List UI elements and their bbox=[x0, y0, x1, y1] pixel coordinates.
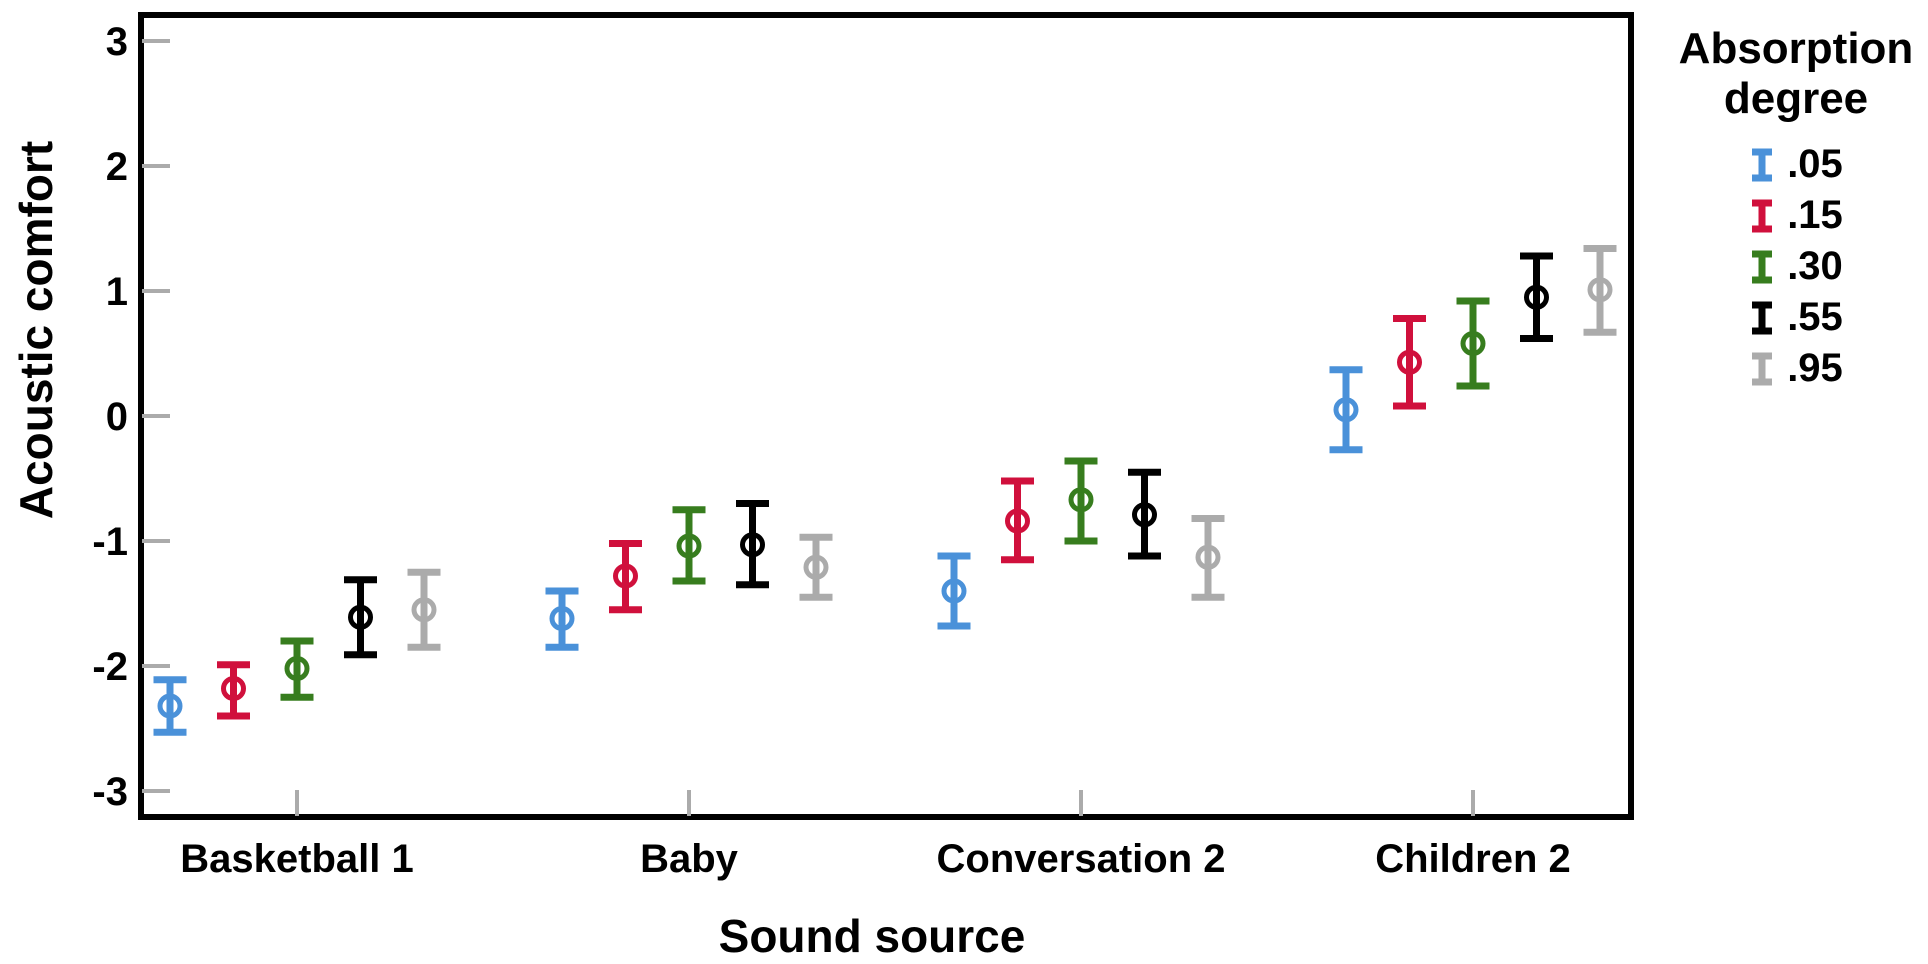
mean-marker bbox=[411, 597, 437, 623]
mean-marker bbox=[941, 578, 967, 604]
legend-title: Absorption degree bbox=[1678, 24, 1914, 123]
legend-item-05: .05 bbox=[1664, 139, 1928, 190]
mean-marker bbox=[1195, 544, 1221, 570]
x-category-label: Conversation 2 bbox=[937, 837, 1226, 881]
legend-items: .05 .15 .30 .55 .95 bbox=[1664, 139, 1928, 394]
y-tick-label: 1 bbox=[106, 270, 128, 314]
mean-marker bbox=[803, 554, 829, 580]
errorbar-.15-Baby bbox=[609, 540, 642, 614]
mean-marker bbox=[1068, 487, 1094, 513]
mean-marker bbox=[613, 563, 638, 589]
legend-item-label: .30 bbox=[1787, 244, 1843, 289]
x-category-label: Basketball 1 bbox=[180, 837, 413, 881]
mean-marker bbox=[221, 676, 246, 701]
errorbar-.95-Children 2 bbox=[1583, 245, 1617, 336]
legend-item-95: .95 bbox=[1664, 343, 1928, 394]
errorbar-.30-Baby bbox=[672, 506, 706, 585]
legend-item-label: .95 bbox=[1787, 346, 1843, 391]
errorbar-.30-Children 2 bbox=[1456, 297, 1490, 390]
mean-marker bbox=[1587, 277, 1613, 303]
y-tick-label: 2 bbox=[106, 145, 128, 189]
errorbar-.55-Children 2 bbox=[1520, 252, 1553, 342]
mean-marker bbox=[1397, 349, 1422, 375]
mean-marker bbox=[1524, 284, 1549, 310]
legend-item-label: .15 bbox=[1787, 193, 1843, 238]
errorbar-icon bbox=[1752, 199, 1773, 233]
errorbar-icon bbox=[1752, 148, 1773, 182]
errorbar-icon bbox=[1752, 301, 1773, 335]
errorbar-.95-Basketball 1 bbox=[407, 568, 441, 651]
mean-marker bbox=[1333, 397, 1359, 423]
mean-marker bbox=[284, 656, 310, 681]
mean-marker bbox=[676, 533, 702, 559]
errorbar-.30-Basketball 1 bbox=[280, 637, 314, 701]
errorbar-.05-Baby bbox=[545, 587, 579, 651]
errorbar-.95-Conversation 2 bbox=[1191, 515, 1225, 601]
legend-item-label: .55 bbox=[1787, 295, 1843, 340]
errorbar-.95-Baby bbox=[799, 533, 833, 601]
mean-marker bbox=[1005, 508, 1030, 534]
errorbar-.05-Conversation 2 bbox=[937, 552, 971, 630]
y-tick-label: -1 bbox=[92, 520, 128, 564]
mean-marker bbox=[157, 693, 183, 719]
errorbar-icon bbox=[1752, 352, 1773, 386]
y-tick-label: 0 bbox=[106, 395, 128, 439]
x-category-label: Baby bbox=[640, 837, 739, 881]
legend-item-30: .30 bbox=[1664, 241, 1928, 292]
y-axis-title: Acoustic comfort bbox=[10, 140, 62, 520]
errorbar-.15-Basketball 1 bbox=[217, 661, 250, 720]
errorbar-.30-Conversation 2 bbox=[1064, 457, 1098, 545]
legend-item-label: .05 bbox=[1787, 142, 1843, 187]
errorbar-icon bbox=[1752, 250, 1773, 284]
y-tick-label: 3 bbox=[106, 20, 128, 64]
y-tick-label: -3 bbox=[92, 770, 128, 814]
mean-marker bbox=[348, 604, 373, 630]
x-category-label: Children 2 bbox=[1375, 837, 1571, 881]
legend-item-55: .55 bbox=[1664, 292, 1928, 343]
legend-item-15: .15 bbox=[1664, 190, 1928, 241]
mean-marker bbox=[740, 532, 765, 558]
mean-marker bbox=[1460, 331, 1486, 356]
x-axis-title: Sound source bbox=[718, 910, 1026, 962]
errorbar-.55-Basketball 1 bbox=[344, 576, 377, 659]
errorbar-.05-Basketball 1 bbox=[153, 676, 187, 736]
errorbar-.05-Children 2 bbox=[1329, 366, 1363, 454]
mean-marker bbox=[549, 606, 575, 631]
errorbar-.55-Baby bbox=[736, 500, 769, 589]
legend: Absorption degree .05 .15 .30 .55 .95 bbox=[1664, 24, 1928, 394]
errorbar-.55-Conversation 2 bbox=[1128, 468, 1161, 560]
y-tick-label: -2 bbox=[92, 645, 128, 689]
errorbar-.15-Conversation 2 bbox=[1001, 477, 1034, 564]
mean-marker bbox=[1132, 502, 1157, 528]
errorbar-.15-Children 2 bbox=[1393, 315, 1426, 410]
plot-border bbox=[138, 12, 1634, 820]
